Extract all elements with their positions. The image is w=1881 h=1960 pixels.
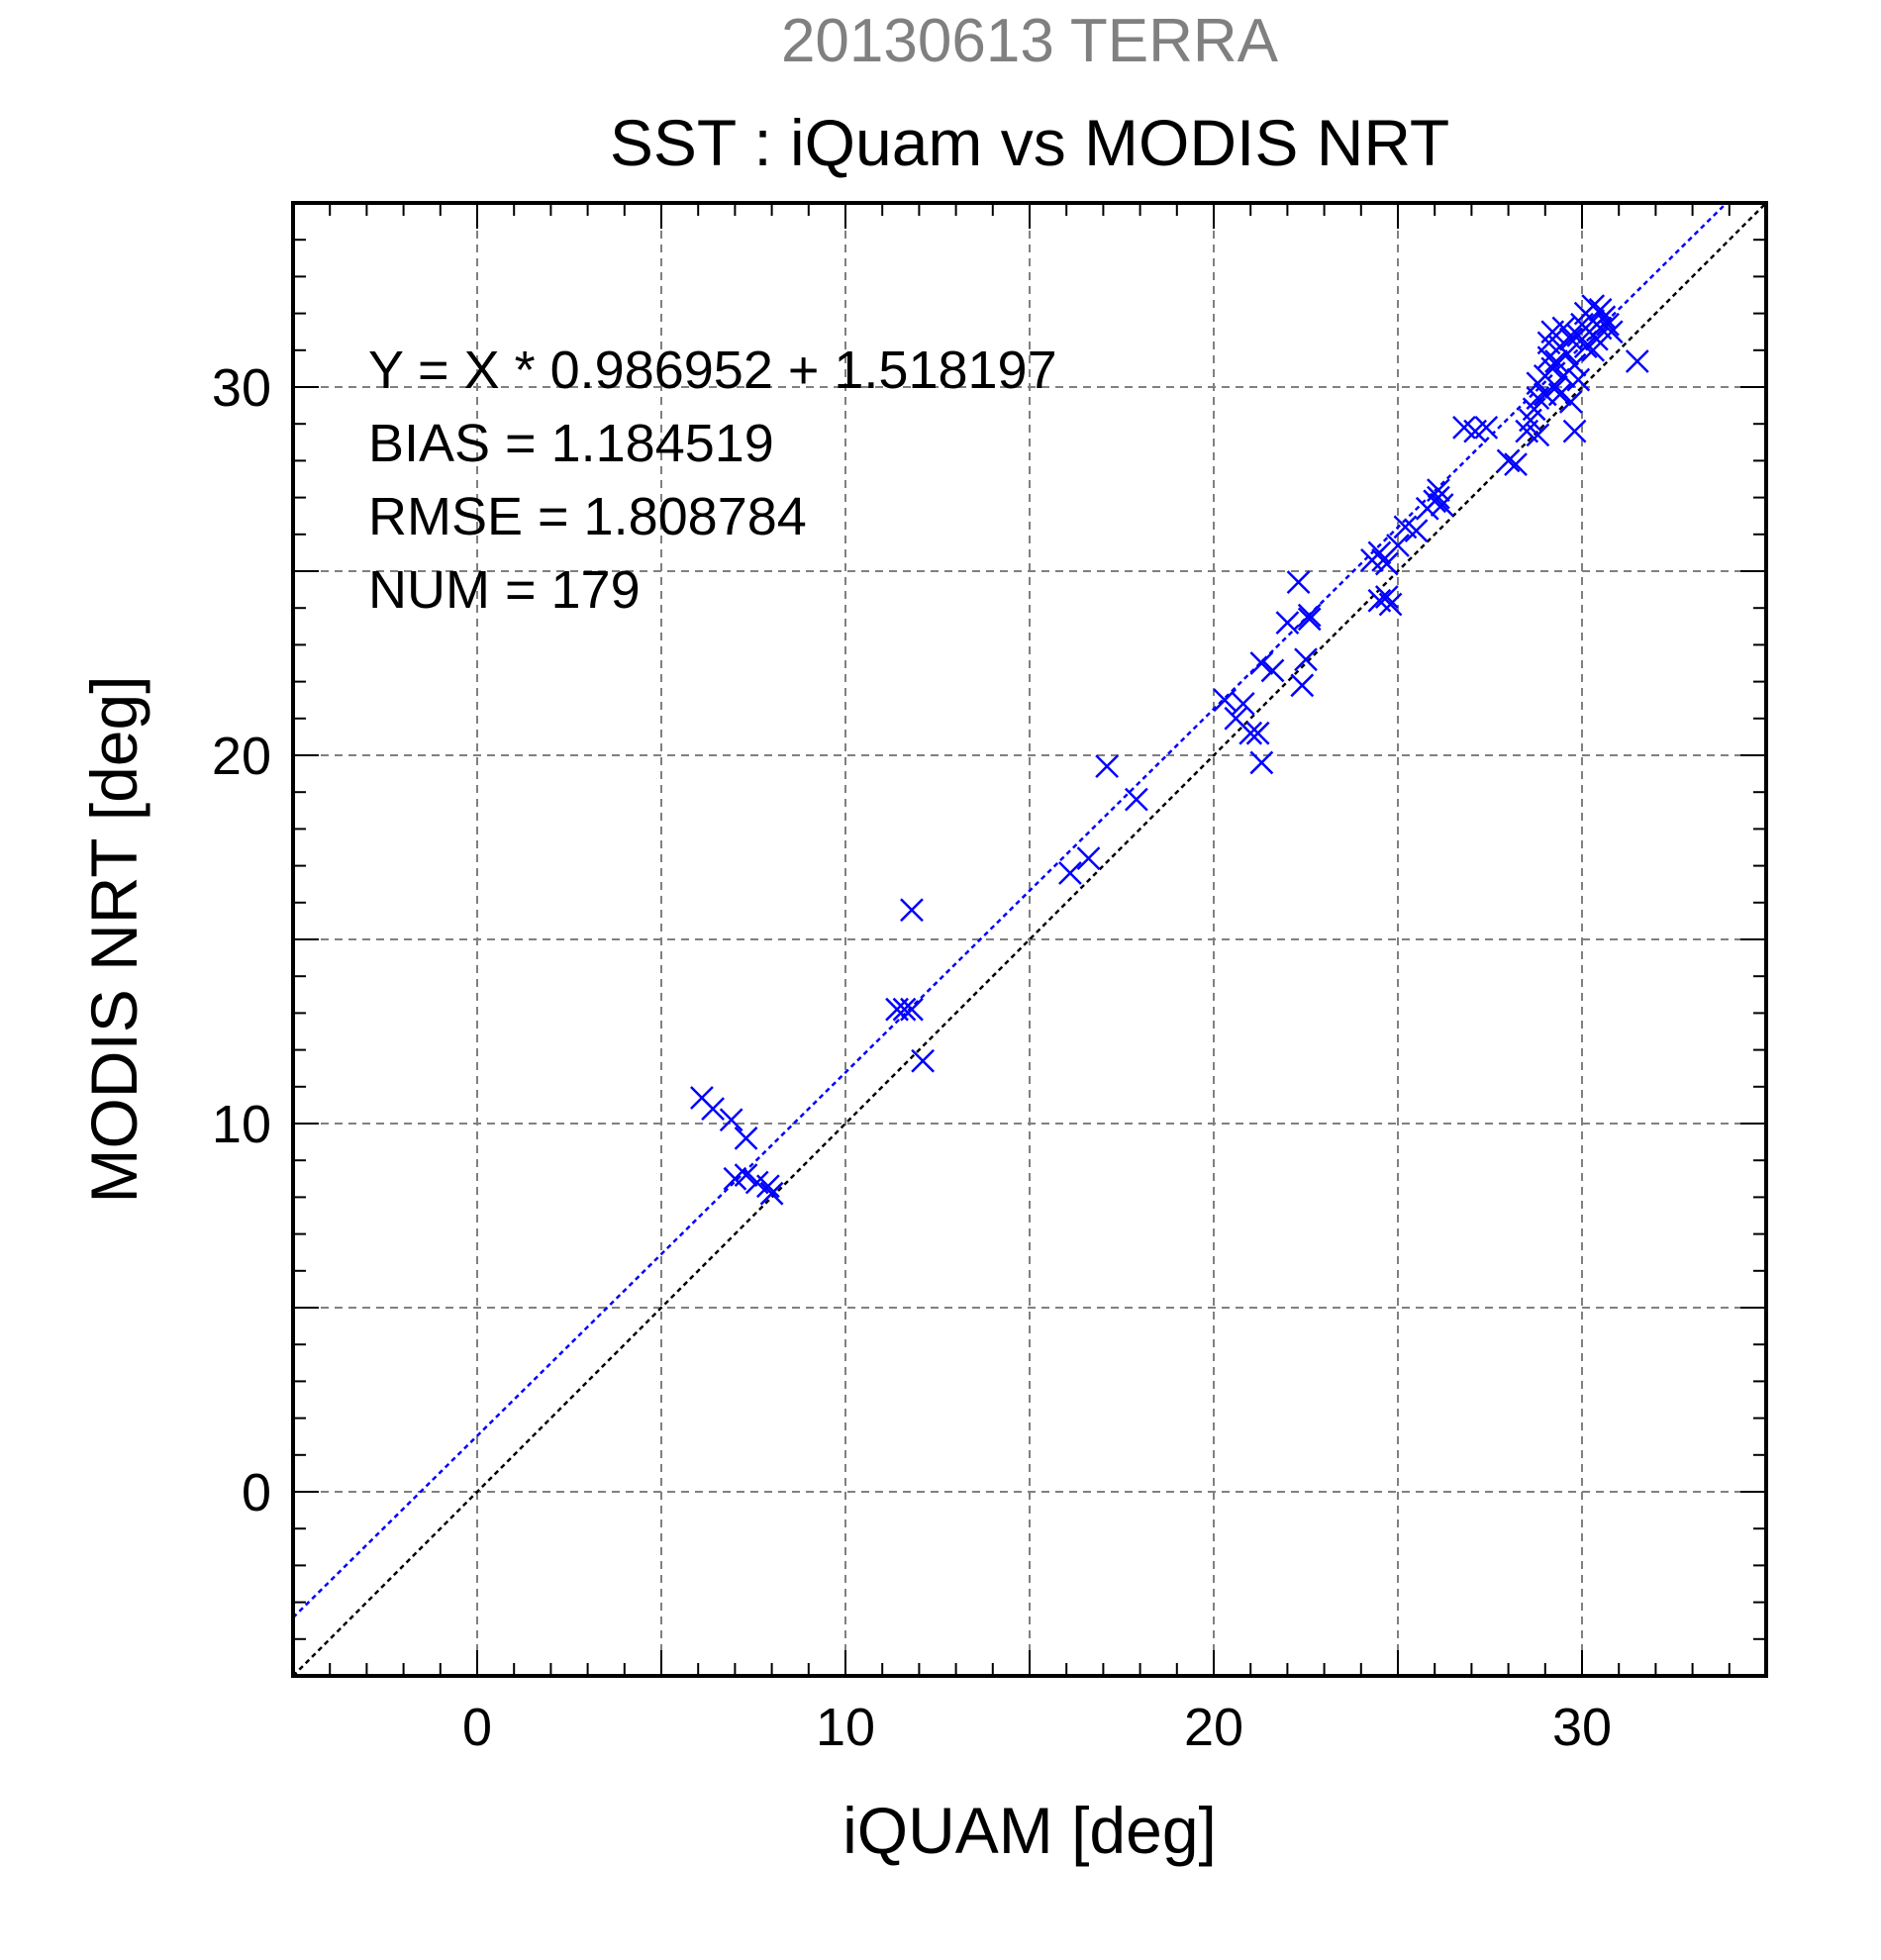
rmse-label: RMSE = 1.808784 [368, 487, 807, 546]
data-point-x-marker [1427, 478, 1450, 503]
data-point-x-marker [1592, 305, 1617, 330]
data-point-x-marker [1581, 338, 1606, 362]
data-point-x-marker [1290, 673, 1315, 698]
data-point-x-marker [911, 1048, 936, 1073]
data-point-x-marker [1374, 551, 1399, 576]
data-point-x-marker [1625, 349, 1649, 373]
data-point-x-marker [1260, 658, 1285, 683]
data-point-x-marker [900, 997, 924, 1022]
regression-fit-line [292, 202, 1728, 1618]
x-tick-label: 20 [1184, 1698, 1243, 1757]
data-point-x-marker [1558, 327, 1583, 351]
data-point-x-marker [1596, 312, 1620, 337]
data-point-x-marker [1275, 611, 1300, 635]
data-point-x-marker [1496, 448, 1521, 473]
data-point-x-marker [1544, 349, 1568, 373]
y-tick-label: 10 [212, 1095, 271, 1154]
data-point-x-marker [1474, 416, 1499, 440]
data-point-x-marker [1430, 493, 1454, 517]
data-point-x-marker [1378, 592, 1403, 617]
data-point-x-marker [719, 1108, 743, 1132]
data-point-x-marker [759, 1181, 784, 1206]
data-point-x-marker [701, 1097, 725, 1122]
data-point-x-marker [734, 1163, 758, 1187]
data-point-x-marker [1367, 540, 1392, 565]
y-tick-label: 0 [242, 1463, 271, 1522]
grid-lines [293, 203, 1766, 1676]
bias-label: BIAS = 1.184519 [368, 414, 774, 473]
data-points [690, 294, 1649, 1206]
data-point-x-marker [1076, 846, 1101, 871]
data-point-x-marker [1238, 721, 1263, 745]
data-point-x-marker [1374, 585, 1399, 609]
data-point-x-marker [1124, 787, 1148, 812]
y-tick-label: 30 [212, 358, 271, 418]
data-point-x-marker [1294, 647, 1318, 672]
data-point-x-marker [1297, 603, 1322, 628]
data-point-x-marker [900, 898, 924, 923]
data-point-x-marker [1555, 342, 1580, 366]
data-point-x-marker [1526, 423, 1550, 447]
stats-annotation: Y = X * 0.986952 + 1.518197 BIAS = 1.184… [368, 341, 1057, 620]
data-point-x-marker [1562, 352, 1587, 377]
data-point-x-marker [1286, 570, 1311, 595]
x-axis-label: iQUAM [deg] [842, 1794, 1217, 1867]
tick-labels: 0 10 20 30 0 10 20 30 [212, 358, 1612, 1757]
data-point-x-marker [1095, 754, 1120, 779]
reference-lines [292, 202, 1767, 1677]
chart-title: SST : iQuam vs MODIS NRT [610, 106, 1449, 179]
data-point-x-marker [1599, 320, 1624, 344]
data-point-x-marker [1573, 335, 1598, 358]
x-tick-label: 30 [1552, 1698, 1612, 1757]
data-point-x-marker [1504, 452, 1528, 477]
y-axis-label: MODIS NRT [deg] [77, 675, 150, 1203]
data-point-x-marker [1386, 534, 1410, 557]
x-tick-label: 0 [462, 1698, 492, 1757]
data-point-x-marker [1213, 688, 1238, 713]
data-point-x-marker [1245, 721, 1270, 745]
data-point-x-marker [1249, 651, 1274, 675]
data-point-x-marker [1231, 692, 1255, 716]
x-tick-label: 10 [816, 1698, 875, 1757]
data-point-x-marker [1249, 750, 1274, 775]
plot-frame [291, 201, 1768, 1678]
data-point-x-marker [1566, 367, 1591, 392]
data-point-x-marker [1547, 382, 1572, 407]
data-point-x-marker [1427, 485, 1450, 510]
data-point-x-marker [1404, 519, 1429, 542]
y-tick-label: 20 [212, 727, 271, 786]
data-point-x-marker [1558, 389, 1583, 414]
data-point-x-marker [1058, 861, 1082, 885]
data-point-x-marker [1297, 607, 1322, 632]
data-point-x-marker [1588, 297, 1613, 322]
data-point-x-marker [734, 1126, 758, 1150]
data-point-x-marker [1562, 419, 1587, 443]
data-point-x-marker [755, 1174, 780, 1199]
data-point-x-marker [892, 997, 917, 1022]
num-label: NUM = 179 [368, 560, 641, 620]
data-point-x-marker [1551, 316, 1576, 341]
fit-equation: Y = X * 0.986952 + 1.518197 [368, 341, 1057, 400]
chart-suptitle: 20130613 TERRA [781, 7, 1279, 75]
